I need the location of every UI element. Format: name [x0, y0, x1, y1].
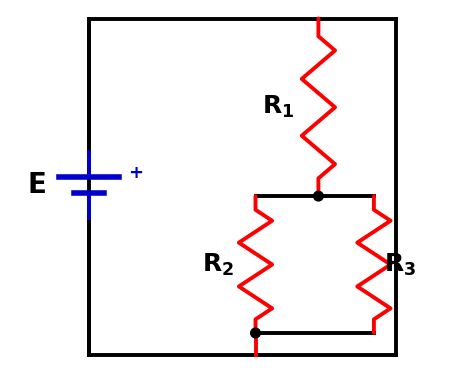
Text: $\mathbf{R_2}$: $\mathbf{R_2}$ [202, 252, 235, 278]
Text: E: E [28, 171, 46, 199]
Text: $\mathbf{R_3}$: $\mathbf{R_3}$ [383, 252, 416, 278]
Circle shape [314, 191, 323, 201]
Text: $\mathbf{R_1}$: $\mathbf{R_1}$ [262, 94, 294, 120]
Circle shape [251, 328, 260, 338]
Text: +: + [128, 164, 143, 182]
